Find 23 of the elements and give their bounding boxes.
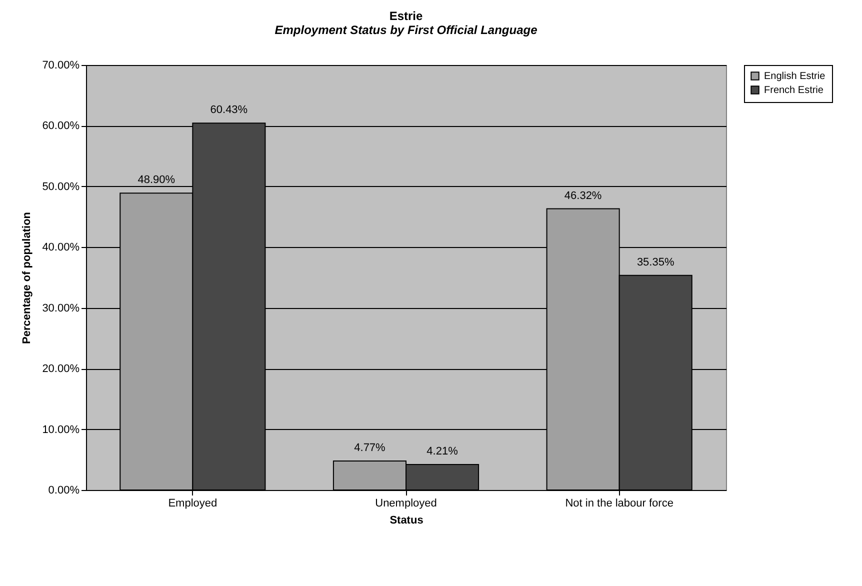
y-tick-label: 40.00% — [42, 242, 80, 254]
x-tick-label: Unemployed — [375, 498, 437, 510]
data-label: 60.43% — [210, 104, 248, 116]
y-axis-title: Percentage of population — [21, 212, 34, 344]
data-label: 46.32% — [564, 190, 602, 202]
y-tick-label: 30.00% — [42, 302, 80, 314]
data-label: 48.90% — [138, 174, 176, 186]
legend-label: French Estrie — [764, 85, 824, 96]
data-label: 35.35% — [636, 256, 674, 268]
x-tick-label: Not in the labour force — [565, 498, 674, 510]
legend-label: English Estrie — [764, 71, 826, 82]
y-tick-label: 70.00% — [42, 60, 80, 72]
y-tick-label: 10.00% — [42, 424, 80, 436]
y-tick-label: 50.00% — [42, 180, 80, 193]
y-tick-label: 20.00% — [42, 363, 80, 376]
y-tick-label: 0.00% — [48, 484, 80, 496]
data-label: 4.77% — [354, 442, 386, 454]
chart-title: Estrie — [389, 9, 423, 23]
y-tick-label: 60.00% — [42, 120, 80, 132]
data-label: 4.21% — [426, 445, 458, 458]
x-axis-title: Status — [390, 514, 424, 526]
chart-subtitle: Employment Status by First Official Language — [274, 23, 538, 37]
x-tick-label: Employed — [168, 498, 218, 510]
